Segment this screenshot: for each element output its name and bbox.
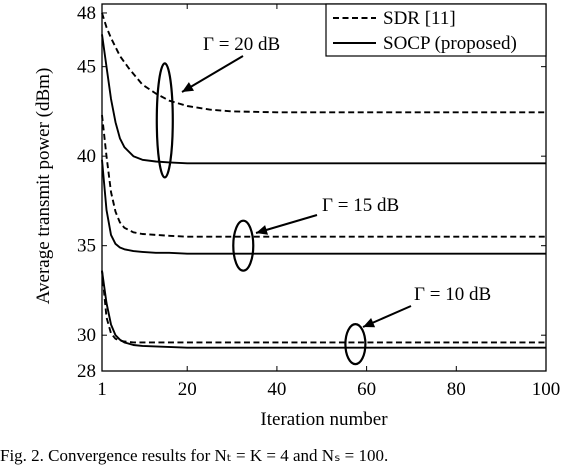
y-tick-label-45: 45 [77,57,96,78]
y-tick-label-40: 40 [77,146,96,167]
annotation-arrowhead-1 [182,82,194,92]
x-tick-label-100: 100 [532,379,561,400]
legend: SDR [11] SOCP (proposed) [325,3,547,57]
annotation-label-3: Γ = 10 dB [414,284,491,305]
annotation-arrow-1 [181,55,244,93]
y-tick-label-28: 28 [77,361,96,382]
legend-box [325,3,547,57]
series-line-2 [101,34,546,165]
plot-frame [101,3,547,372]
curves [101,12,546,349]
x-tick-label-1: 1 [97,379,107,400]
annotations: Γ = 20 dB Γ = 15 dB Γ = 10 dB [155,34,491,366]
series-line-5 [101,270,546,344]
series-line-6 [101,270,546,349]
y-axis-label: Average transmit power (dBm) [33,68,54,305]
annotation-ellipse-1 [155,62,174,179]
axes: 1 20 40 60 80 100 28 30 35 40 45 48 [77,3,560,400]
x-tick-label-20: 20 [178,379,197,400]
annotation-arrowhead-2 [256,225,268,235]
x-tick-label-60: 60 [357,379,376,400]
figure-caption: Fig. 2. Convergence results for Nₜ = K =… [0,446,389,465]
x-tick-label-40: 40 [267,379,286,400]
x-tick-label-80: 80 [447,379,466,400]
x-axis-label: Iteration number [260,409,388,430]
annotation-label-2: Γ = 15 dB [322,195,399,216]
annotation-ellipse-3 [344,323,367,366]
series-line-4 [101,159,546,255]
series-line-3 [101,114,546,238]
plot-background [102,4,546,371]
y-tick-label-30: 30 [77,325,96,346]
annotation-arrowhead-3 [363,318,376,328]
y-tick-label-35: 35 [77,236,96,257]
series-line-1 [101,12,546,114]
annotation-ellipse-2 [232,219,255,272]
legend-label-1: SDR [11] [383,8,456,29]
annotation-label-1: Γ = 20 dB [203,34,280,55]
plot-area [102,4,546,371]
legend-label-2: SOCP (proposed) [383,33,517,54]
y-tick-label-48: 48 [77,3,96,24]
